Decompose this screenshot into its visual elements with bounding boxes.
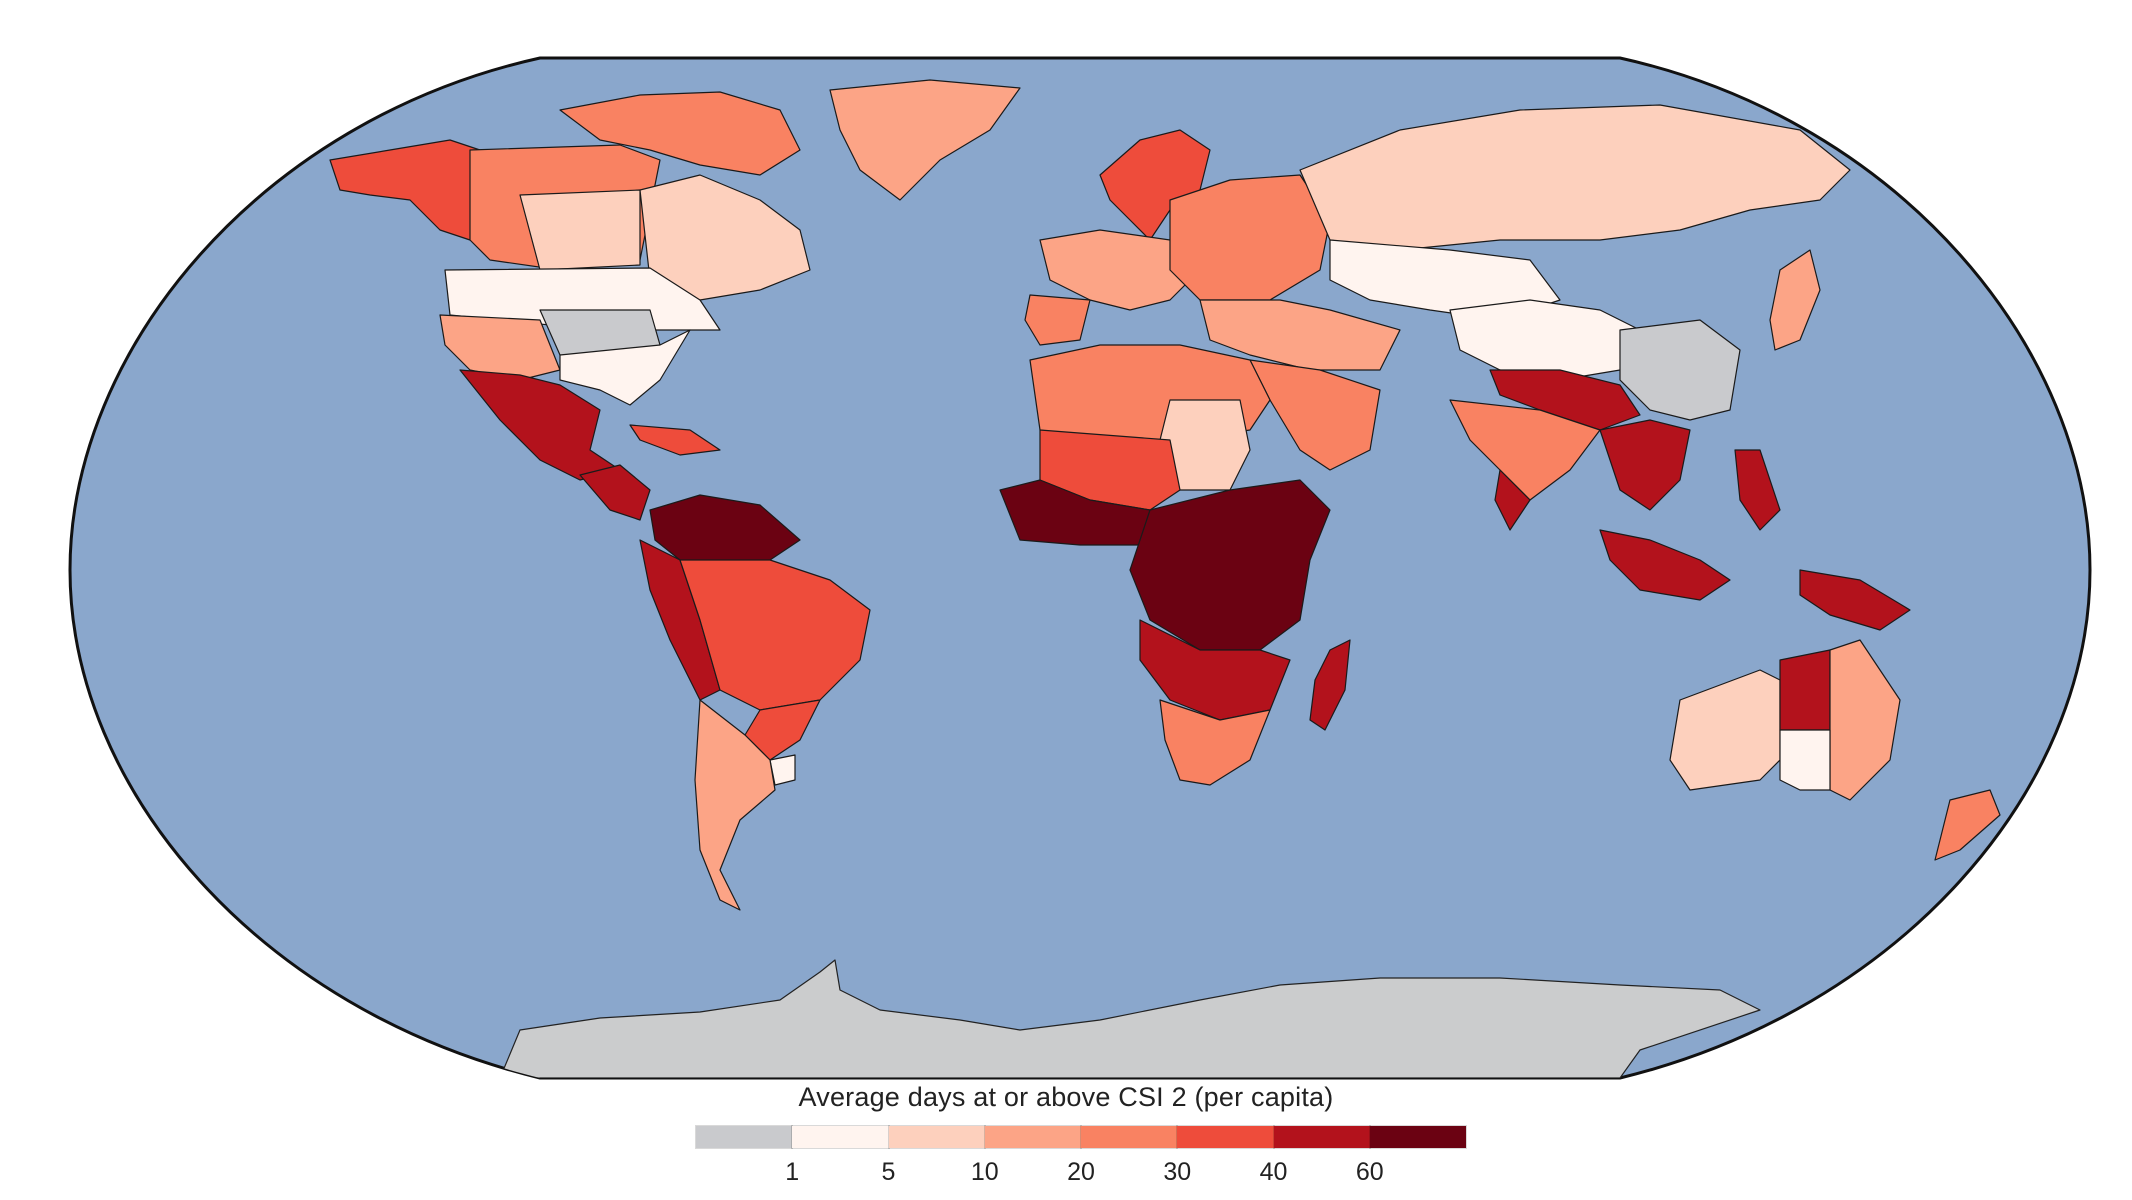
region-australia-west — [1669, 669, 1781, 791]
region-new-zealand — [1934, 789, 2001, 861]
legend-tick-label: 30 — [1163, 1158, 1192, 1186]
region-central-america — [579, 464, 651, 521]
region-japan — [1769, 249, 1821, 351]
legend-title: Average days at or above CSI 2 (per capi… — [798, 1082, 1334, 1112]
region-arctic-islands — [559, 91, 801, 176]
region-caribbean — [629, 424, 721, 456]
region-iberia — [1024, 294, 1091, 346]
legend: Average days at or above CSI 2 (per capi… — [0, 1082, 2132, 1200]
region-middle-east — [1199, 299, 1401, 371]
region-usa-southeast — [559, 329, 691, 406]
legend-swatch — [694, 1125, 794, 1149]
region-alaska — [329, 139, 481, 241]
legend-swatch — [1368, 1125, 1468, 1149]
region-western-europe — [1039, 229, 1201, 311]
ocean — [68, 56, 2092, 1080]
legend-tick-label: 20 — [1067, 1158, 1095, 1186]
region-southern-africa-south — [1159, 699, 1271, 786]
region-papua-new-guinea — [1799, 569, 1911, 631]
legend-tick-label: 5 — [881, 1158, 896, 1186]
legend-swatch — [791, 1125, 890, 1149]
region-central-east-africa — [1129, 479, 1331, 651]
region-india — [1449, 399, 1601, 501]
region-india-south — [1494, 469, 1531, 531]
region-madagascar — [1309, 639, 1351, 731]
region-china-east — [1619, 319, 1741, 421]
region-mexico — [459, 369, 621, 481]
region-brazil-central — [679, 559, 871, 711]
region-southeast-asia — [1599, 419, 1691, 511]
antarctica — [499, 959, 1761, 1078]
region-brazil-south — [744, 699, 821, 761]
region-australia-south — [1779, 729, 1831, 791]
legend-swatch — [887, 1125, 986, 1149]
region-greenland — [829, 79, 1021, 201]
legend-swatch — [1272, 1125, 1371, 1149]
legend-tick-label: 60 — [1355, 1158, 1384, 1186]
legend-swatch — [1176, 1125, 1275, 1149]
region-eastern-europe — [1169, 174, 1331, 301]
legend-tick-label: 40 — [1259, 1158, 1288, 1186]
legend-swatch — [983, 1125, 1083, 1149]
region-canada-prairies — [519, 189, 641, 271]
region-indonesia — [1599, 529, 1731, 601]
legend-tick-label: 1 — [785, 1158, 800, 1186]
region-australia-north — [1779, 649, 1831, 731]
region-argentina — [694, 699, 776, 911]
legend-colorbar — [694, 1125, 1468, 1149]
region-arabian-peninsula — [1249, 359, 1381, 471]
region-himalaya — [1489, 369, 1641, 431]
region-philippines — [1734, 449, 1781, 531]
legend-swatch — [1079, 1125, 1179, 1149]
legend-tick-label: 10 — [970, 1158, 999, 1186]
